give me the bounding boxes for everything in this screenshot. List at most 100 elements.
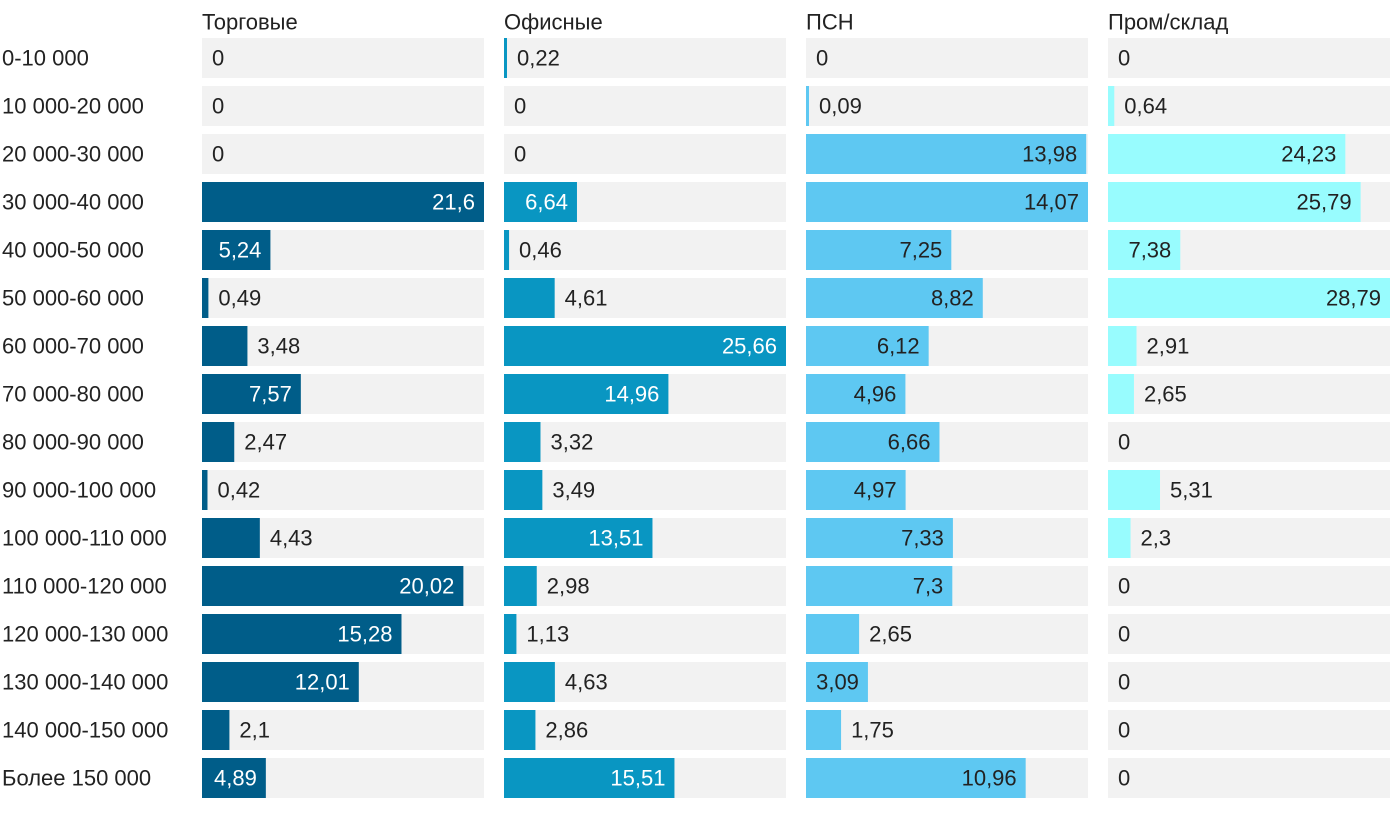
- panel-title: Офисные: [504, 10, 603, 35]
- data-label: 7,38: [1128, 238, 1171, 263]
- bar: [1108, 278, 1390, 318]
- data-label: 4,61: [565, 286, 608, 311]
- data-label: 2,1: [239, 718, 270, 743]
- bar-track: [504, 614, 786, 654]
- data-label: 13,51: [588, 526, 643, 551]
- bar: [806, 278, 983, 318]
- bar: [504, 566, 537, 606]
- bar: [1108, 470, 1161, 510]
- data-label: 8,82: [931, 286, 974, 311]
- bar-track: [1108, 758, 1390, 798]
- bar: [504, 710, 536, 750]
- bar-track: [1108, 566, 1390, 606]
- category-label: 130 000-140 000: [2, 670, 168, 695]
- category-label: 50 000-60 000: [2, 286, 144, 311]
- bar: [806, 182, 1088, 222]
- bar: [202, 326, 248, 366]
- data-label: 0: [816, 46, 828, 71]
- category-label: 100 000-110 000: [2, 526, 167, 551]
- bar: [806, 230, 952, 270]
- bar-track: [504, 230, 786, 270]
- category-label: 60 000-70 000: [2, 334, 144, 359]
- data-label: 0: [212, 46, 224, 71]
- bar: [202, 278, 209, 318]
- data-label: 2,98: [547, 574, 590, 599]
- bar-track: [202, 470, 484, 510]
- data-label: 2,91: [1147, 334, 1190, 359]
- category-label: 30 000-40 000: [2, 190, 144, 215]
- bar: [504, 182, 577, 222]
- bar-track: [1108, 326, 1390, 366]
- data-label: 15,28: [337, 622, 392, 647]
- bar-track: [504, 470, 786, 510]
- bar-track: [202, 278, 484, 318]
- data-label: 3,48: [257, 334, 300, 359]
- bar-track: [1108, 374, 1390, 414]
- bar-track: [1108, 710, 1390, 750]
- bar: [202, 374, 301, 414]
- bar: [806, 566, 953, 606]
- category-label: 120 000-130 000: [2, 622, 168, 647]
- panel-title: ПСН: [806, 10, 854, 35]
- data-label: 28,79: [1326, 286, 1381, 311]
- data-label: 0,09: [819, 94, 862, 119]
- bar: [202, 758, 266, 798]
- bar: [504, 518, 653, 558]
- bar: [806, 374, 906, 414]
- data-label: 1,75: [851, 718, 894, 743]
- data-label: 14,07: [1024, 190, 1079, 215]
- bar: [202, 422, 235, 462]
- bar: [806, 518, 953, 558]
- data-label: 0: [1118, 574, 1130, 599]
- bar: [1108, 518, 1131, 558]
- bar: [202, 662, 359, 702]
- data-label: 3,09: [816, 670, 859, 695]
- data-label: 4,97: [854, 478, 897, 503]
- bar-track: [504, 566, 786, 606]
- data-label: 0: [1118, 430, 1130, 455]
- bar-track: [1108, 518, 1390, 558]
- panel-title: Торговые: [202, 10, 298, 35]
- data-label: 20,02: [399, 574, 454, 599]
- data-label: 0,46: [519, 238, 562, 263]
- bar: [1108, 374, 1134, 414]
- data-label: 0: [1118, 670, 1130, 695]
- bar: [806, 134, 1087, 174]
- bar: [1108, 182, 1361, 222]
- category-label: 80 000-90 000: [2, 430, 144, 455]
- bar: [1108, 230, 1181, 270]
- bar: [806, 470, 906, 510]
- data-label: 21,6: [432, 190, 475, 215]
- bar: [504, 38, 507, 78]
- data-label: 0,49: [218, 286, 261, 311]
- data-label: 14,96: [604, 382, 659, 407]
- bar: [202, 614, 402, 654]
- data-label: 2,65: [869, 622, 912, 647]
- data-label: 2,47: [244, 430, 287, 455]
- bar: [806, 422, 940, 462]
- category-label: 140 000-150 000: [2, 718, 168, 743]
- data-label: 4,43: [270, 526, 313, 551]
- data-label: 0: [1118, 718, 1130, 743]
- data-label: 2,3: [1141, 526, 1172, 551]
- data-label: 0: [1118, 622, 1130, 647]
- data-label: 4,63: [565, 670, 608, 695]
- data-label: 25,66: [722, 334, 777, 359]
- data-label: 0: [514, 142, 526, 167]
- data-label: 5,31: [1170, 478, 1213, 503]
- bar: [504, 374, 669, 414]
- bar-track: [1108, 614, 1390, 654]
- bar: [202, 518, 260, 558]
- data-label: 13,98: [1022, 142, 1077, 167]
- bar-track: [806, 710, 1088, 750]
- data-label: 7,33: [901, 526, 944, 551]
- data-label: 7,57: [249, 382, 292, 407]
- bar-track: [504, 422, 786, 462]
- data-label: 1,13: [526, 622, 569, 647]
- data-label: 24,23: [1281, 142, 1336, 167]
- category-label: 40 000-50 000: [2, 238, 144, 263]
- bar: [806, 710, 842, 750]
- data-label: 0,64: [1124, 94, 1167, 119]
- bar-track: [806, 86, 1088, 126]
- bar-track: [202, 326, 484, 366]
